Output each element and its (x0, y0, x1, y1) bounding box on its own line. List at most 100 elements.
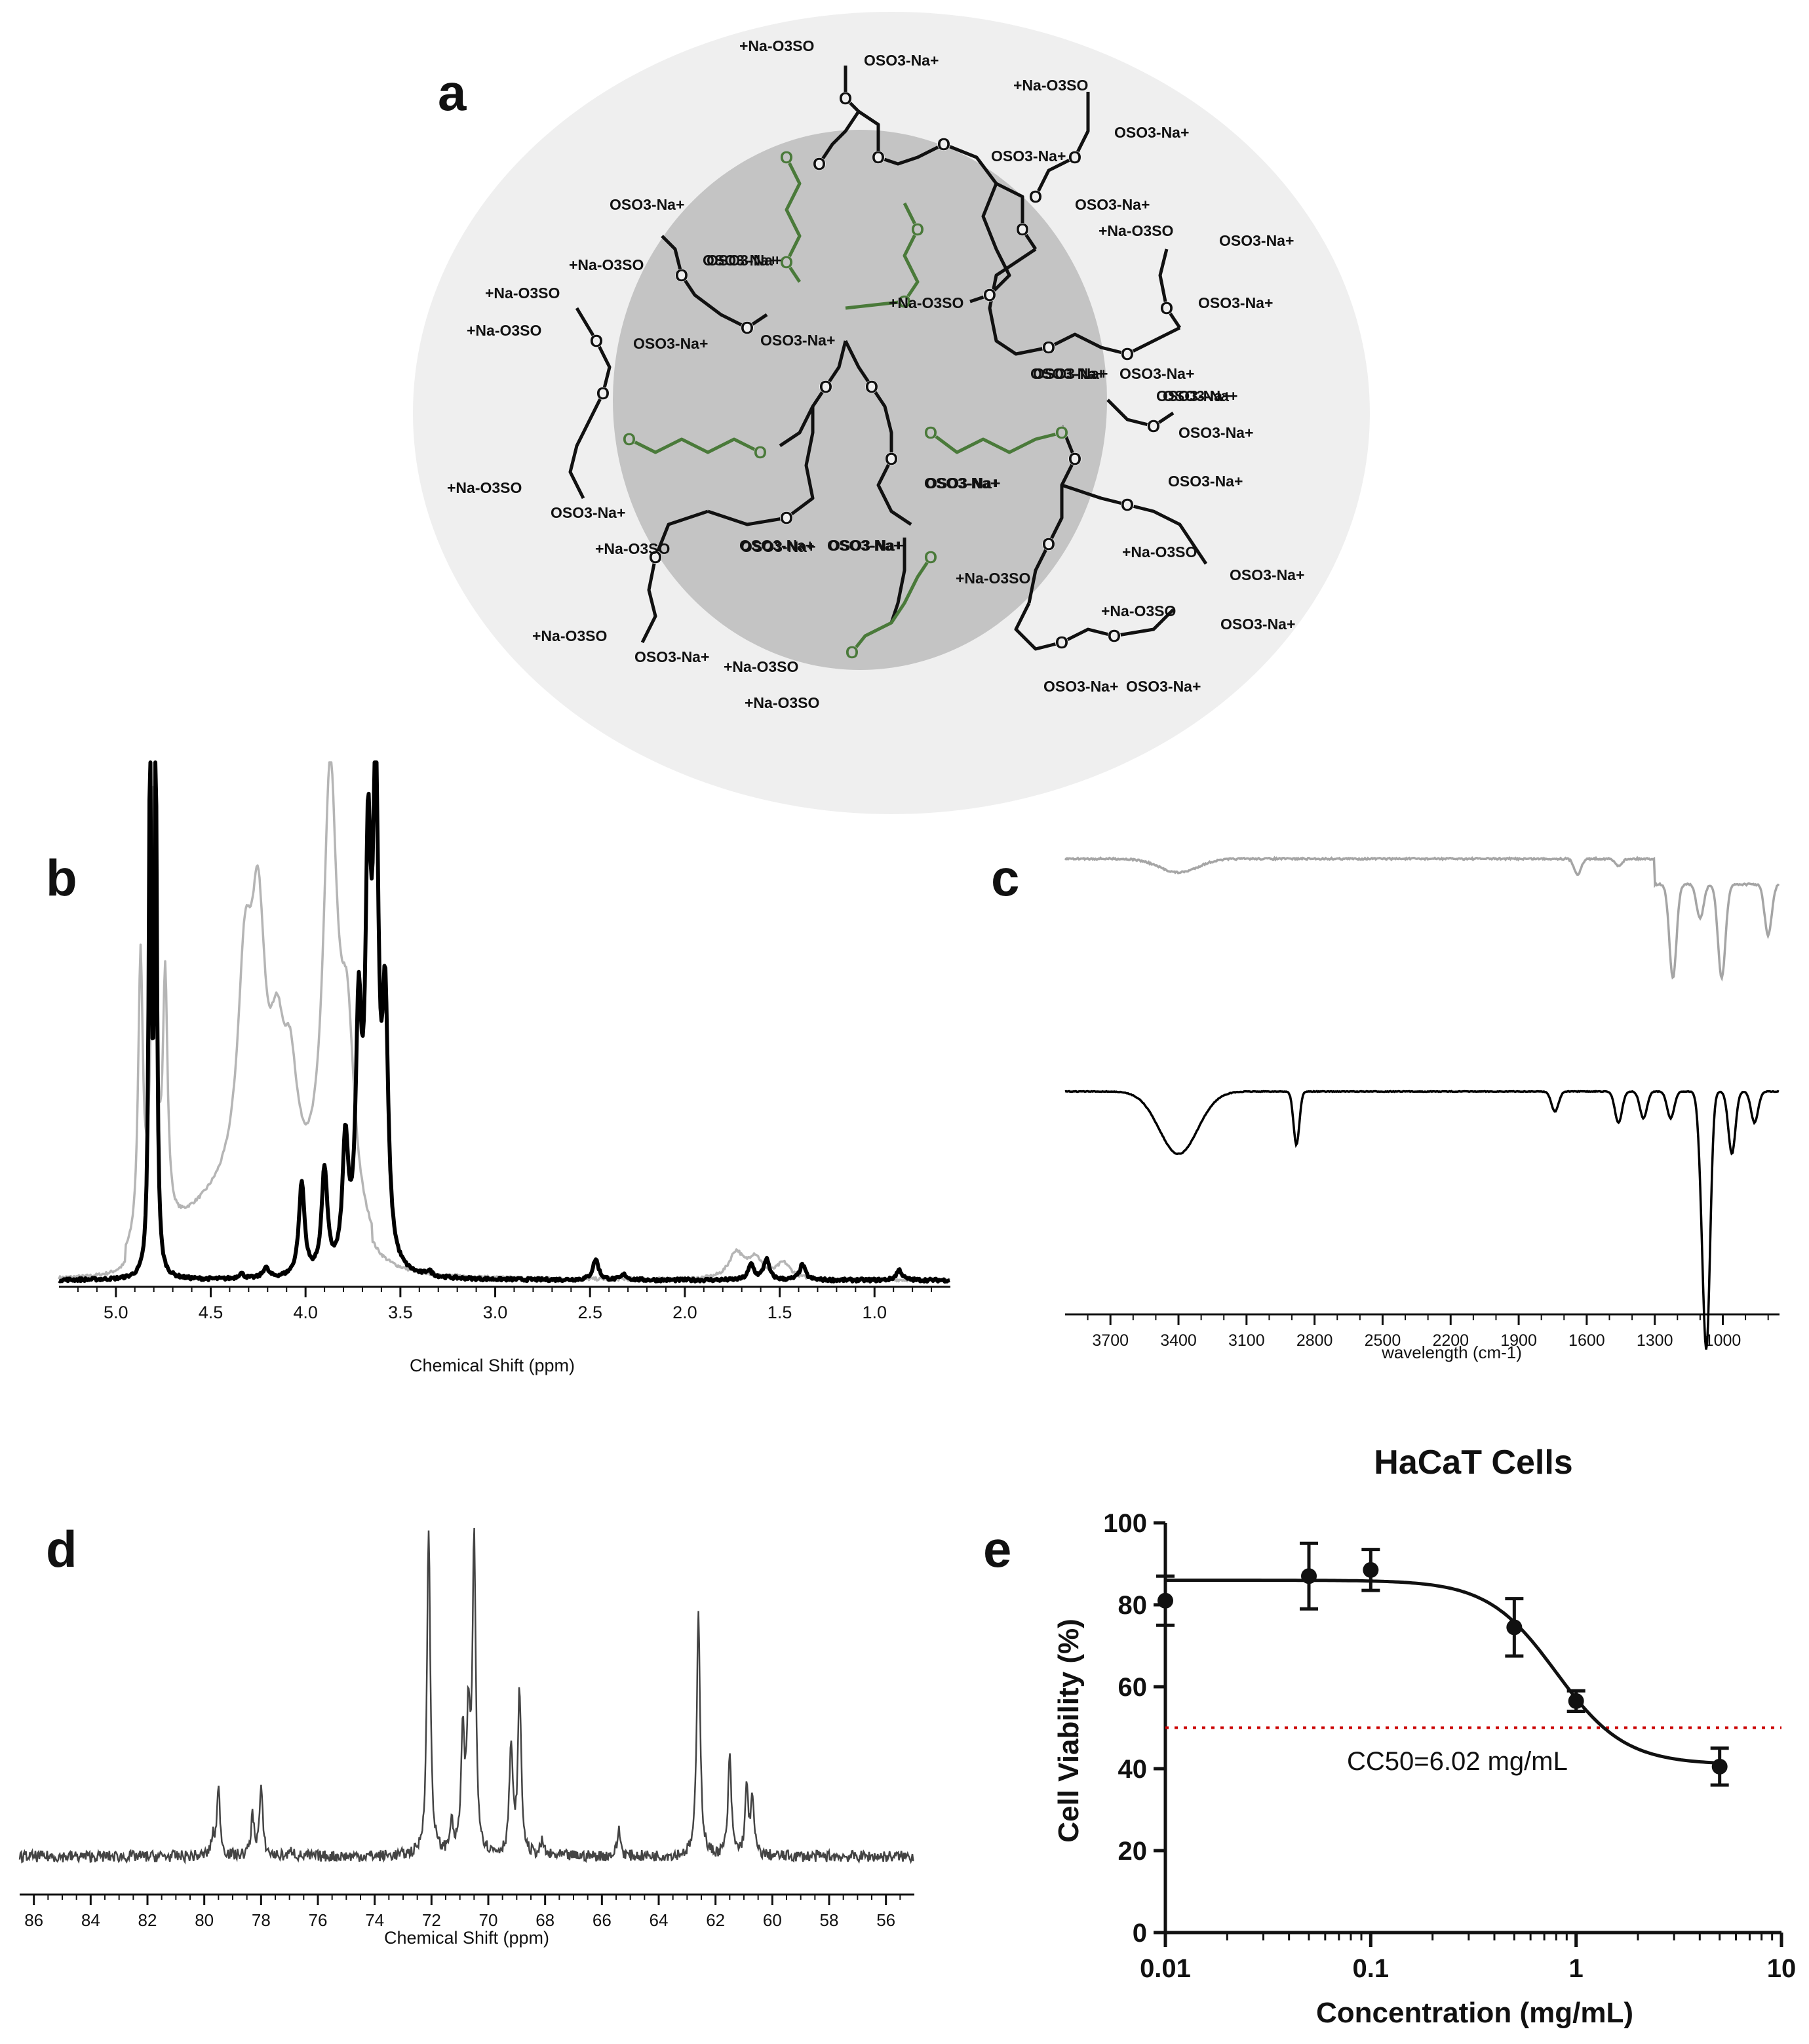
plot-area: 86 84 82 80 78 76 74 72 70 68 66 64 62 60 58 56 (18, 1527, 914, 1930)
oxygen-atom: O (780, 508, 793, 528)
sulfate-label: OSO3-Na+ (610, 196, 684, 213)
x-tick-label: 76 (309, 1910, 328, 1930)
x-tick-label: 3.5 (388, 1303, 413, 1322)
x-tick-label: 4.0 (293, 1303, 318, 1322)
sulfate-label: OSO3-Na+ (925, 475, 1000, 492)
oxygen-knockout (839, 92, 852, 105)
sulfate-label: OSO3-Na+ (1030, 365, 1105, 382)
oxygen-atom: O (1055, 633, 1068, 652)
sulfate-label: OSO3-Na+ (1163, 387, 1237, 404)
y-tick-label: 60 (1118, 1673, 1148, 1702)
bond (1014, 602, 1175, 651)
sulfate-label: OSO3-Na+ (1220, 616, 1295, 633)
oxygen-atom: O (1108, 626, 1121, 646)
bond (988, 247, 1049, 356)
y-axis-title: Cell Viability (%) (1053, 1619, 1085, 1843)
x-tick-label: 66 (593, 1910, 612, 1930)
bond (779, 340, 847, 448)
bond (1106, 399, 1175, 428)
x-tick-label: 1.5 (768, 1303, 792, 1322)
oxygen-knockout (1042, 538, 1055, 551)
sulfate-label: +Na-O3SO (745, 694, 819, 711)
oxygen-atom: O (937, 134, 950, 154)
oxygen-atom: O (898, 292, 911, 311)
bond (1047, 326, 1181, 356)
oxygen-knockout (754, 446, 767, 459)
sulfate-label: OSO3-Na+ (1126, 678, 1201, 695)
panel-e-viability: e HaCaT Cells 0 20 40 60 80 100 0.01 0.1 1 10 Cel… (983, 1444, 1796, 2029)
oxygen-knockout (937, 138, 950, 151)
oxygen-atom: O (819, 377, 832, 397)
sulfate-label: +Na-O3SO (1122, 543, 1197, 560)
oxygen-atom: O (839, 88, 852, 108)
x-tick-label: 86 (24, 1910, 43, 1930)
sulfate-label: OSO3-Na+ (827, 537, 902, 554)
x-tick-label: 1 (1569, 1954, 1584, 1983)
oxygen-atom: O (983, 285, 996, 305)
data-point (1157, 1592, 1173, 1609)
x-tick-label: 64 (650, 1910, 669, 1930)
x-tick-label: 1600 (1568, 1331, 1605, 1350)
sulfate-label: OSO3-Na+ (1075, 196, 1150, 213)
oxygen-atom: O (1042, 534, 1055, 554)
x-tick-label: 3100 (1228, 1331, 1265, 1350)
oxygen-knockout (1016, 223, 1029, 236)
panel-b-1h-nmr: b 5.0 4.5 4.0 3.5 3.0 2.5 2.0 1.5 1.0 Chemical S… (46, 760, 951, 1375)
oxygen-atom: O (872, 147, 885, 167)
oxygen-knockout (675, 269, 688, 282)
sulfate-label: +Na-O3SO (569, 256, 644, 273)
y-tick-label: 80 (1118, 1591, 1148, 1620)
x-tick-label: 58 (820, 1910, 839, 1930)
panel-b-letter: b (46, 849, 77, 907)
oxygen-knockout (1121, 347, 1134, 361)
sulfate-label: OSO3-Na+ (864, 52, 939, 69)
data-point (1301, 1568, 1317, 1584)
x-tick-label: 3700 (1092, 1331, 1129, 1350)
y-tick-label: 20 (1118, 1837, 1148, 1866)
sulfate-label: +Na-O3SO (595, 540, 670, 557)
x-tick-label: 2.0 (672, 1303, 697, 1322)
oxygen-atom: O (1147, 416, 1160, 436)
x-tick-label: 56 (876, 1910, 895, 1930)
sulfate-label: OSO3-Na+ (1119, 365, 1194, 382)
series-line-black (58, 760, 951, 1284)
core-circle (613, 130, 1107, 670)
oxygen-knockout (898, 295, 911, 308)
oxygen-knockout (1147, 420, 1160, 433)
oxygen-atom: O (780, 147, 793, 167)
x-tick-label: 62 (706, 1910, 725, 1930)
oxygen-knockout (924, 551, 937, 564)
oxygen-knockout (885, 452, 898, 465)
x-tick-label: 68 (535, 1910, 554, 1930)
x-tick-label: 70 (479, 1910, 498, 1930)
x-tick-label: 4.5 (199, 1303, 224, 1322)
chart-title: HaCaT Cells (1374, 1444, 1572, 1482)
sulfate-label: OSO3-Na+ (1230, 566, 1304, 583)
sulfate-label: +Na-O3SO (1013, 77, 1088, 94)
oxygen-atom: O (1068, 147, 1081, 167)
oxygen-knockout (1042, 341, 1055, 354)
x-tick-label: 1.0 (862, 1303, 887, 1322)
oxygen-knockout (872, 151, 885, 164)
sulfate-label: +Na-O3SO (467, 322, 541, 339)
oxygen-atom: O (1121, 344, 1134, 364)
x-tick-label: 10 (1767, 1954, 1797, 1983)
plot-area: 3700 3400 3100 2800 2500 2200 1900 1600 1300 1000 (1064, 855, 1780, 1350)
sulfate-label: OSO3-Na+ (1156, 387, 1231, 404)
bond (929, 431, 1062, 454)
cc50-annotation: CC50=6.02 mg/mL (1347, 1747, 1568, 1776)
x-tick-label: 82 (138, 1910, 157, 1930)
sulfate-label: +Na-O3SO (1099, 222, 1173, 239)
oxygen-atom: O (885, 449, 898, 469)
bond (857, 109, 945, 166)
atom-labels: O O O O O O O O O O O O O O O O O O O O O O O O O O O O O O O O O O O O (590, 88, 1173, 662)
oxygen-atom: O (846, 642, 859, 662)
x-tick-label: 2200 (1432, 1331, 1469, 1350)
oxygen-knockout (780, 151, 793, 164)
panel-a-letter: a (438, 64, 467, 121)
bond (889, 538, 906, 623)
panel-d-13c-nmr: d 86 84 82 80 78 76 74 72 70 68 66 64 62 60 58 56 Chemi… (18, 1520, 914, 1948)
oxygen-knockout (596, 387, 610, 400)
